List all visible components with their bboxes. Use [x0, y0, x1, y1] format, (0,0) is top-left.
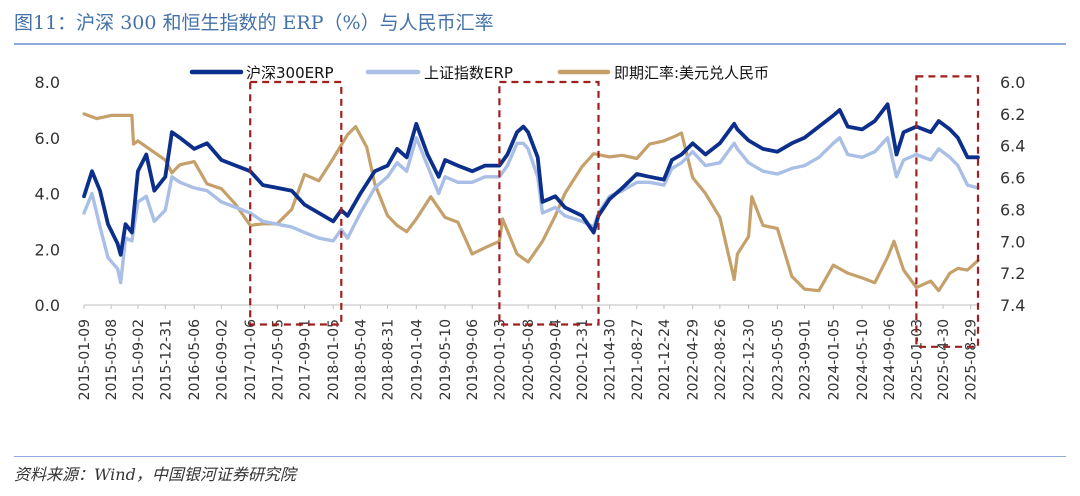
- hs300-erp-series-line: [82, 102, 980, 257]
- legend: 沪深300ERP 上证指数ERP 即期汇率:美元兑人民币: [189, 64, 769, 82]
- left-tick-label: 6.0: [35, 129, 60, 148]
- left-axis-ticks: 0.0 2.0 4.0 6.0 8.0: [35, 73, 60, 315]
- legend-label-sz: 上证指数ERP: [424, 64, 513, 82]
- x-tick-label: 2022-12-30: [742, 319, 758, 400]
- x-tick-label: 2016-05-06: [187, 319, 203, 400]
- highlight-boxes: [249, 75, 980, 348]
- x-tick-label: 2025-01-03: [909, 319, 925, 400]
- x-tick-label: 2022-08-26: [713, 319, 729, 400]
- x-tick-label: 2015-12-31: [158, 319, 174, 400]
- x-tick-label: 2025-04-30: [936, 319, 952, 400]
- x-tick-label: 2017-01-06: [243, 319, 259, 400]
- fx-series-line: [82, 112, 980, 293]
- footer-rule: [14, 456, 1066, 457]
- x-tick-label: 2023-05-05: [770, 319, 786, 400]
- x-tick-label: 2018-01-05: [326, 319, 342, 400]
- left-tick-label: 0.0: [35, 296, 60, 315]
- x-tick-label: 2021-12-24: [657, 319, 673, 400]
- x-tick-label: 2021-04-30: [603, 319, 619, 400]
- right-tick-label: 7.0: [1000, 232, 1025, 251]
- x-tick-label: 2018-08-31: [381, 319, 397, 400]
- x-tick-label: 2021-08-27: [630, 319, 646, 400]
- right-tick-label: 6.8: [1000, 200, 1025, 219]
- x-tick-label: 2024-05-10: [855, 319, 871, 400]
- right-tick-label: 7.4: [1000, 296, 1025, 315]
- left-tick-label: 4.0: [35, 185, 60, 204]
- sz-erp-series-line: [82, 136, 980, 285]
- x-tick-label: 2018-05-04: [353, 319, 369, 400]
- x-tick-label: 2016-09-02: [214, 319, 230, 400]
- right-tick-label: 6.6: [1000, 169, 1025, 188]
- x-tick-label: 2015-09-02: [131, 319, 147, 400]
- x-tick-label: 2025-08-29: [964, 319, 980, 400]
- x-tick-label: 2019-01-04: [409, 319, 425, 400]
- left-tick-label: 2.0: [35, 240, 60, 259]
- x-tick-label: 2020-05-08: [521, 319, 537, 400]
- right-tick-label: 6.2: [1000, 105, 1025, 124]
- title-rule: [14, 43, 1066, 45]
- right-tick-label: 6.0: [1000, 73, 1025, 92]
- x-tick-label: 2020-09-04: [548, 319, 564, 400]
- x-tick-label: 2017-09-01: [297, 319, 313, 400]
- x-tick-label: 2024-09-06: [882, 319, 898, 400]
- dashed-highlight-box: [249, 80, 343, 326]
- x-axis-ticks: 2015-01-09 2015-05-08 2015-09-02 2015-12-31…: [77, 305, 980, 400]
- right-tick-label: 6.4: [1000, 137, 1025, 156]
- x-tick-label: 2015-01-09: [77, 319, 93, 400]
- source-note: 资料来源：Wind，中国银河证券研究院: [14, 465, 296, 484]
- x-tick-label: 2017-05-05: [270, 319, 286, 400]
- x-tick-label: 2019-05-10: [438, 319, 454, 400]
- chart-title: 图11：沪深 300 和恒生指数的 ERP（%）与人民币汇率: [14, 12, 494, 34]
- dashed-highlight-box: [915, 75, 980, 348]
- legend-label-hs300: 沪深300ERP: [246, 64, 334, 82]
- right-tick-label: 7.2: [1000, 264, 1025, 283]
- x-tick-label: 2020-12-31: [575, 319, 591, 400]
- x-tick-label: 2024-01-05: [826, 319, 842, 400]
- x-tick-label: 2015-05-08: [104, 319, 120, 400]
- x-tick-label: 2019-09-06: [465, 319, 481, 400]
- series-layer: [82, 102, 980, 293]
- chart: 0.0 2.0 4.0 6.0 8.0 6.0 6.2 6.4 6.6 6.8 7.0 7.2 7.4…: [35, 64, 1026, 400]
- x-tick-label: 2023-09-01: [798, 319, 814, 400]
- x-tick-label: 2020-01-03: [492, 319, 508, 400]
- right-axis-ticks: 6.0 6.2 6.4 6.6 6.8 7.0 7.2 7.4: [1000, 73, 1025, 315]
- dashed-highlight-box: [498, 80, 600, 326]
- legend-label-fx: 即期汇率:美元兑人民币: [614, 64, 769, 82]
- x-tick-label: 2022-04-29: [686, 319, 702, 400]
- left-tick-label: 8.0: [35, 73, 60, 92]
